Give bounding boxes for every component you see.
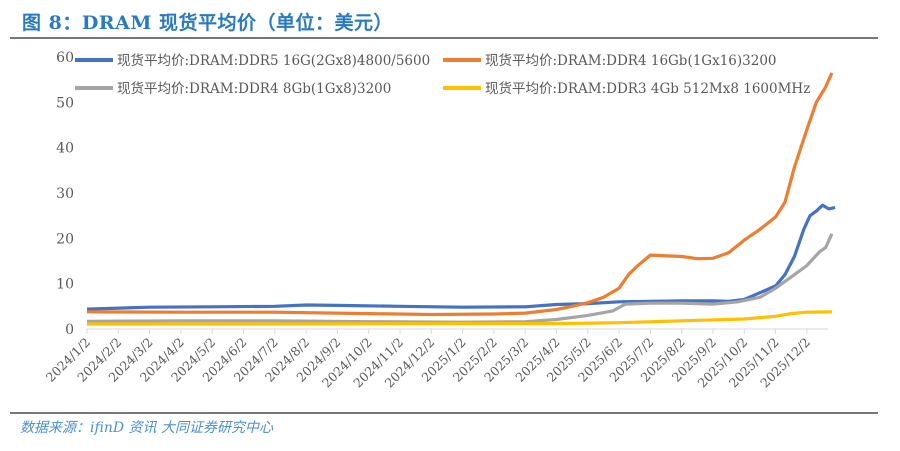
y-tick-label: 50 [56,95,74,111]
series-line-0 [86,203,836,311]
legend-label: 现货平均价:DRAM:DDR4 8Gb(1Gx8)3200 [117,80,391,97]
y-tick-label: 60 [56,50,74,66]
title-divider [10,37,878,39]
chart-title: 图 8：DRAM 现货平均价（单位：美元） [22,12,393,34]
y-tick-label: 30 [56,186,74,202]
y-tick-label: 40 [56,141,74,157]
legend-label: 现货平均价:DRAM:DDR4 16Gb(1Gx16)3200 [485,52,777,69]
y-tick-label: 20 [56,231,74,247]
legend-label: 现货平均价:DRAM:DDR5 16G(2Gx8)4800/5600 [117,52,430,69]
series-line-1 [86,72,834,317]
series-line-2 [86,233,834,324]
legend-label: 现货平均价:DRAM:DDR3 4Gb 512Mx8 1600MHz [485,80,810,97]
source-note: 数据来源：ifinD 资讯 大同证券研究中心 [20,420,273,436]
series-line-3 [87,310,832,326]
y-tick-label: 0 [65,322,74,338]
y-tick-label: 10 [56,277,74,293]
footer-divider [10,412,878,414]
